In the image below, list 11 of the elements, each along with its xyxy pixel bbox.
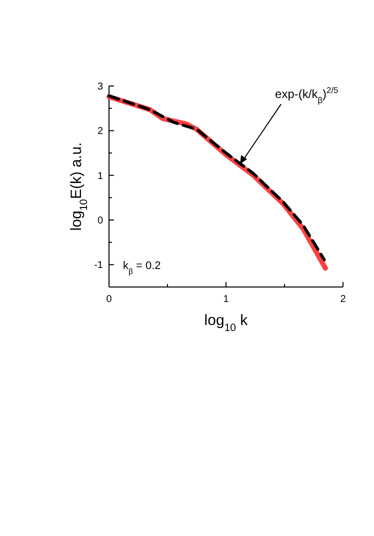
annotation: k$_{β}$ = 0.2: [123, 260, 161, 276]
annotation: exp-(k/k$_{β}$)$^{2/5}$: [275, 85, 339, 106]
y-tick-label: 1: [97, 170, 104, 182]
y-tick-label: 2: [97, 126, 104, 138]
x-axis-title: log$_{10}$ k: [204, 312, 248, 334]
y-tick-label: -1: [94, 260, 104, 272]
y-tick-label: 0: [97, 216, 104, 226]
y-tick-label: 3: [97, 82, 104, 92]
x-tick-label: 2: [340, 294, 346, 305]
x-tick-label: 1: [223, 294, 230, 305]
x-tick-label: 0: [106, 294, 112, 305]
